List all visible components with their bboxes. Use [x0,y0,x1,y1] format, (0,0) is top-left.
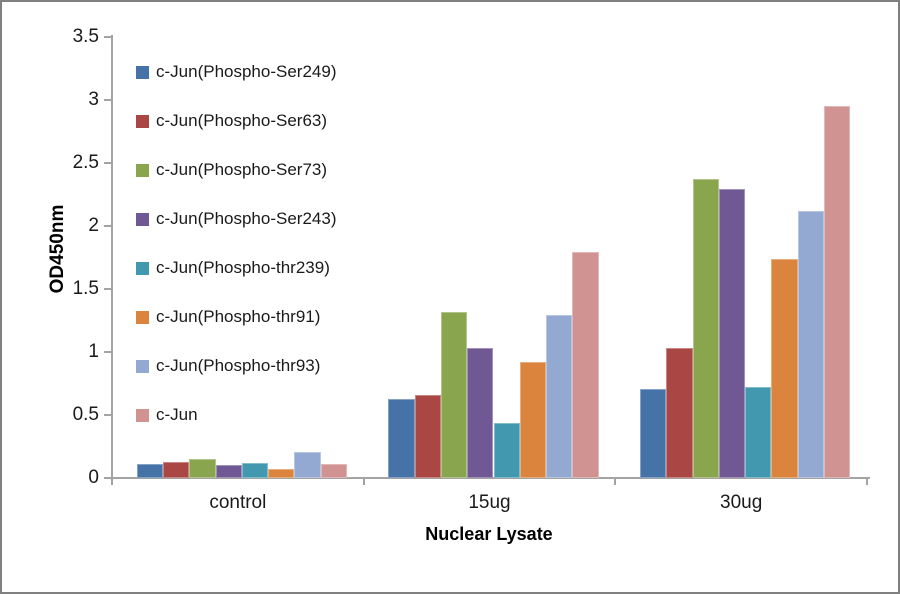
legend-item: c-Jun(Phospho-Ser243) [136,207,336,231]
y-tick-label: 3 [88,89,99,110]
legend-label: c-Jun(Phospho-thr91) [156,307,321,326]
legend-label: c-Jun(Phospho-Ser73) [156,160,328,179]
x-tick-mark [614,478,617,485]
legend-swatch-icon [136,163,149,177]
y-tick-mark [104,414,112,416]
bar-c-Jun(Phospho-thr239)-15ug [493,422,520,478]
y-axis-line [111,35,113,480]
bar-c-Jun(Phospho-thr93)-control [294,451,321,478]
bar-c-Jun(Phospho-Ser243)-15ug [467,348,494,478]
y-tick-label: 3.5 [72,26,99,47]
y-tick-label: 0.5 [72,404,99,425]
y-tick-mark [104,162,112,164]
x-category-label: control [209,492,267,513]
legend-label: c-Jun [156,405,198,424]
legend-item: c-Jun(Phospho-thr93) [136,354,320,378]
x-category-label: 30ug [720,492,763,513]
bar-c-Jun(Phospho-Ser73)-control [189,459,216,478]
y-tick-mark [104,288,112,290]
x-category-label: 15ug [468,492,511,513]
legend-item: c-Jun [136,403,198,427]
y-tick-mark [104,225,112,227]
legend-swatch-icon [136,212,149,226]
bar-c-Jun(Phospho-Ser243)-control [215,465,242,478]
legend-item: c-Jun(Phospho-Ser249) [136,60,336,84]
bar-c-Jun(Phospho-Ser249)-30ug [639,388,667,478]
bar-c-Jun(Phospho-Ser249)-15ug [388,398,415,478]
bar-c-Jun(Phospho-thr239)-30ug [745,387,772,478]
legend-swatch-icon [136,65,149,79]
y-tick-mark [104,351,112,353]
bar-c-Jun-15ug [572,252,599,478]
y-tick-label: 2.5 [72,152,99,173]
bar-c-Jun(Phospho-Ser73)-30ug [692,179,719,478]
x-axis-title: Nuclear Lysate [425,524,553,544]
bar-c-Jun(Phospho-Ser63)-control [162,461,190,478]
legend-label: c-Jun(Phospho-Ser249) [156,62,337,81]
bar-c-Jun-30ug [824,106,851,478]
legend-label: c-Jun(Phospho-Ser243) [156,209,337,228]
legend-label: c-Jun(Phospho-thr93) [156,356,321,375]
legend-swatch-icon [136,408,149,422]
x-tick-mark [111,478,113,485]
bar-c-Jun(Phospho-Ser63)-15ug [414,394,441,478]
bar-c-Jun(Phospho-thr91)-15ug [519,362,547,478]
x-axis-line [105,477,870,479]
legend-swatch-icon [136,310,149,324]
bar-c-Jun(Phospho-Ser73)-15ug [440,311,468,478]
y-axis-title: OD450nm [47,204,68,294]
y-tick-label: 2 [88,215,99,236]
y-tick-mark [104,477,112,479]
y-tick-label: 1.5 [72,278,99,299]
bar-c-Jun(Phospho-thr239)-control [241,462,269,478]
legend-label: c-Jun(Phospho-thr239) [156,258,330,277]
bar-c-Jun(Phospho-Ser63)-30ug [666,348,693,478]
bar-c-Jun(Phospho-thr93)-30ug [797,210,825,478]
y-tick-mark [104,99,112,101]
bar-c-Jun-control [320,464,348,478]
bar-c-Jun(Phospho-thr91)-30ug [771,258,798,478]
bar-c-Jun(Phospho-Ser249)-control [136,464,163,478]
legend-item: c-Jun(Phospho-thr91) [136,305,320,329]
legend-label: c-Jun(Phospho-Ser63) [156,111,328,130]
bar-c-Jun(Phospho-Ser243)-30ug [718,189,746,478]
legend-swatch-icon [136,359,149,373]
bar-c-Jun(Phospho-thr91)-control [268,469,295,478]
y-tick-label: 0 [88,467,99,488]
bar-c-Jun(Phospho-thr93)-15ug [546,315,573,478]
legend-item: c-Jun(Phospho-Ser73) [136,158,327,182]
legend-swatch-icon [136,261,149,275]
y-tick-label: 1 [88,341,99,362]
y-tick-mark [104,36,112,38]
x-tick-mark [866,478,868,485]
legend-swatch-icon [136,114,149,128]
legend-item: c-Jun(Phospho-Ser63) [136,109,327,133]
x-tick-mark [362,478,365,485]
legend-item: c-Jun(Phospho-thr239) [136,256,330,280]
